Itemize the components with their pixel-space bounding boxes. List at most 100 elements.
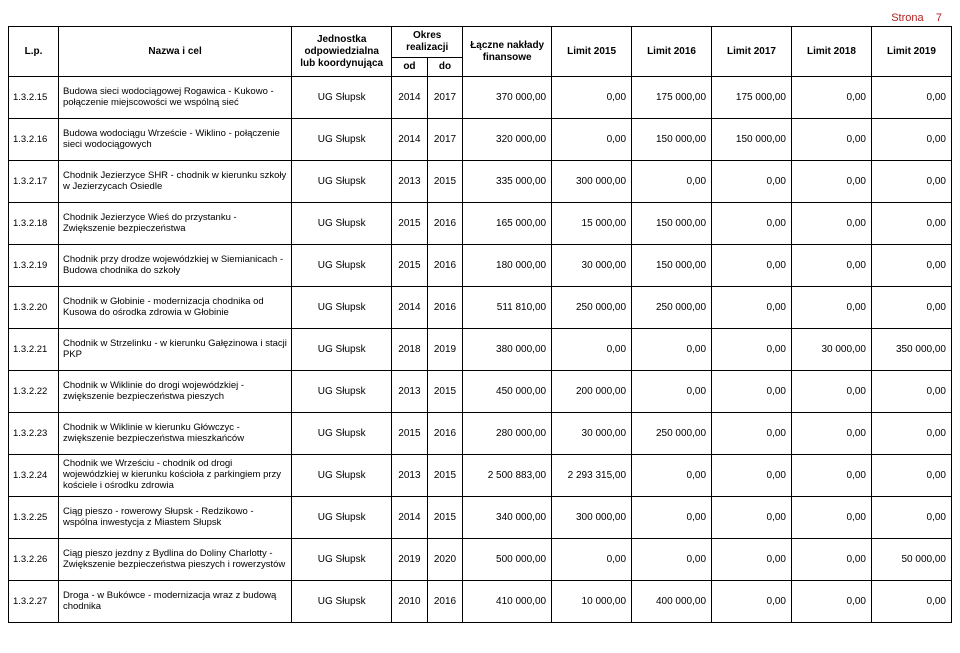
cell-unit: UG Słupsk: [292, 119, 392, 161]
table-row: 1.3.2.25Ciąg pieszo - rowerowy Słupsk - …: [9, 497, 952, 539]
cell-name: Budowa wodociągu Wrzeście - Wiklino - po…: [58, 119, 291, 161]
th-2018: Limit 2018: [791, 27, 871, 77]
cell-2019: 0,00: [871, 287, 951, 329]
cell-unit: UG Słupsk: [292, 371, 392, 413]
table-row: 1.3.2.19Chodnik przy drodze wojewódzkiej…: [9, 245, 952, 287]
cell-2017: 0,00: [712, 329, 792, 371]
cell-2018: 0,00: [791, 497, 871, 539]
cell-do: 2015: [427, 455, 463, 497]
table-row: 1.3.2.26Ciąg pieszo jezdny z Bydlina do …: [9, 539, 952, 581]
cell-fin: 340 000,00: [463, 497, 552, 539]
cell-od: 2013: [392, 161, 428, 203]
cell-unit: UG Słupsk: [292, 413, 392, 455]
cell-fin: 280 000,00: [463, 413, 552, 455]
cell-fin: 380 000,00: [463, 329, 552, 371]
cell-2017: 0,00: [712, 245, 792, 287]
cell-lp: 1.3.2.15: [9, 77, 59, 119]
data-table: L.p. Nazwa i cel Jednostka odpowiedzialn…: [8, 26, 952, 623]
cell-unit: UG Słupsk: [292, 539, 392, 581]
table-body: 1.3.2.15Budowa sieci wodociągowej Rogawi…: [9, 77, 952, 623]
cell-2018: 30 000,00: [791, 329, 871, 371]
cell-od: 2015: [392, 203, 428, 245]
cell-fin: 410 000,00: [463, 581, 552, 623]
cell-name: Chodnik we Wrześciu - chodnik od drogi w…: [58, 455, 291, 497]
cell-2016: 250 000,00: [632, 413, 712, 455]
cell-2017: 175 000,00: [712, 77, 792, 119]
table-row: 1.3.2.22Chodnik w Wiklinie do drogi woje…: [9, 371, 952, 413]
cell-2016: 0,00: [632, 497, 712, 539]
cell-2015: 0,00: [552, 329, 632, 371]
page-header: Strona 7: [8, 12, 952, 24]
cell-fin: 450 000,00: [463, 371, 552, 413]
cell-2016: 150 000,00: [632, 245, 712, 287]
cell-name: Ciąg pieszo jezdny z Bydlina do Doliny C…: [58, 539, 291, 581]
cell-lp: 1.3.2.22: [9, 371, 59, 413]
cell-unit: UG Słupsk: [292, 497, 392, 539]
cell-unit: UG Słupsk: [292, 161, 392, 203]
cell-do: 2016: [427, 203, 463, 245]
cell-2017: 0,00: [712, 497, 792, 539]
cell-lp: 1.3.2.20: [9, 287, 59, 329]
th-2019: Limit 2019: [871, 27, 951, 77]
cell-fin: 511 810,00: [463, 287, 552, 329]
cell-unit: UG Słupsk: [292, 203, 392, 245]
cell-name: Chodnik Jezierzyce Wieś do przystanku - …: [58, 203, 291, 245]
cell-2016: 0,00: [632, 371, 712, 413]
cell-2019: 0,00: [871, 581, 951, 623]
th-od: od: [392, 58, 428, 77]
cell-fin: 500 000,00: [463, 539, 552, 581]
cell-2019: 0,00: [871, 455, 951, 497]
th-fin: Łączne nakłady finansowe: [463, 27, 552, 77]
cell-do: 2015: [427, 497, 463, 539]
page-label: Strona: [891, 12, 923, 24]
cell-2015: 30 000,00: [552, 245, 632, 287]
cell-do: 2016: [427, 581, 463, 623]
th-2015: Limit 2015: [552, 27, 632, 77]
cell-2015: 0,00: [552, 539, 632, 581]
cell-2016: 0,00: [632, 161, 712, 203]
cell-2015: 0,00: [552, 77, 632, 119]
cell-2017: 0,00: [712, 413, 792, 455]
cell-do: 2017: [427, 77, 463, 119]
cell-do: 2019: [427, 329, 463, 371]
cell-name: Chodnik w Strzelinku - w kierunku Gałęzi…: [58, 329, 291, 371]
cell-2018: 0,00: [791, 161, 871, 203]
th-period: Okres realizacji: [392, 27, 463, 58]
cell-2015: 200 000,00: [552, 371, 632, 413]
table-row: 1.3.2.23Chodnik w Wiklinie w kierunku Gł…: [9, 413, 952, 455]
cell-name: Chodnik Jezierzyce SHR - chodnik w kieru…: [58, 161, 291, 203]
cell-unit: UG Słupsk: [292, 329, 392, 371]
cell-2019: 0,00: [871, 245, 951, 287]
cell-lp: 1.3.2.27: [9, 581, 59, 623]
cell-2016: 150 000,00: [632, 119, 712, 161]
cell-2019: 0,00: [871, 161, 951, 203]
cell-2017: 0,00: [712, 161, 792, 203]
cell-2018: 0,00: [791, 371, 871, 413]
cell-2018: 0,00: [791, 539, 871, 581]
cell-2016: 250 000,00: [632, 287, 712, 329]
cell-2015: 300 000,00: [552, 161, 632, 203]
cell-2019: 0,00: [871, 371, 951, 413]
cell-unit: UG Słupsk: [292, 455, 392, 497]
table-row: 1.3.2.16Budowa wodociągu Wrzeście - Wikl…: [9, 119, 952, 161]
table-row: 1.3.2.21Chodnik w Strzelinku - w kierunk…: [9, 329, 952, 371]
cell-od: 2015: [392, 413, 428, 455]
cell-lp: 1.3.2.21: [9, 329, 59, 371]
cell-lp: 1.3.2.17: [9, 161, 59, 203]
cell-od: 2014: [392, 287, 428, 329]
th-2017: Limit 2017: [712, 27, 792, 77]
cell-name: Droga - w Bukówce - modernizacja wraz z …: [58, 581, 291, 623]
cell-2017: 0,00: [712, 539, 792, 581]
cell-name: Chodnik w Wiklinie do drogi wojewódzkiej…: [58, 371, 291, 413]
cell-do: 2015: [427, 371, 463, 413]
cell-unit: UG Słupsk: [292, 581, 392, 623]
cell-2015: 250 000,00: [552, 287, 632, 329]
cell-do: 2015: [427, 161, 463, 203]
cell-lp: 1.3.2.26: [9, 539, 59, 581]
cell-fin: 320 000,00: [463, 119, 552, 161]
cell-2019: 350 000,00: [871, 329, 951, 371]
cell-do: 2016: [427, 287, 463, 329]
cell-2017: 0,00: [712, 203, 792, 245]
cell-lp: 1.3.2.16: [9, 119, 59, 161]
cell-2015: 300 000,00: [552, 497, 632, 539]
